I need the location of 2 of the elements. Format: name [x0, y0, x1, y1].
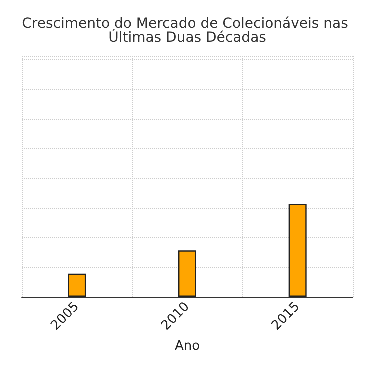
- chart-title: Crescimento do Mercado de Colecionáveis nas Últimas Duas Décadas: [22, 16, 353, 46]
- x-axis-title: Ano: [174, 339, 200, 354]
